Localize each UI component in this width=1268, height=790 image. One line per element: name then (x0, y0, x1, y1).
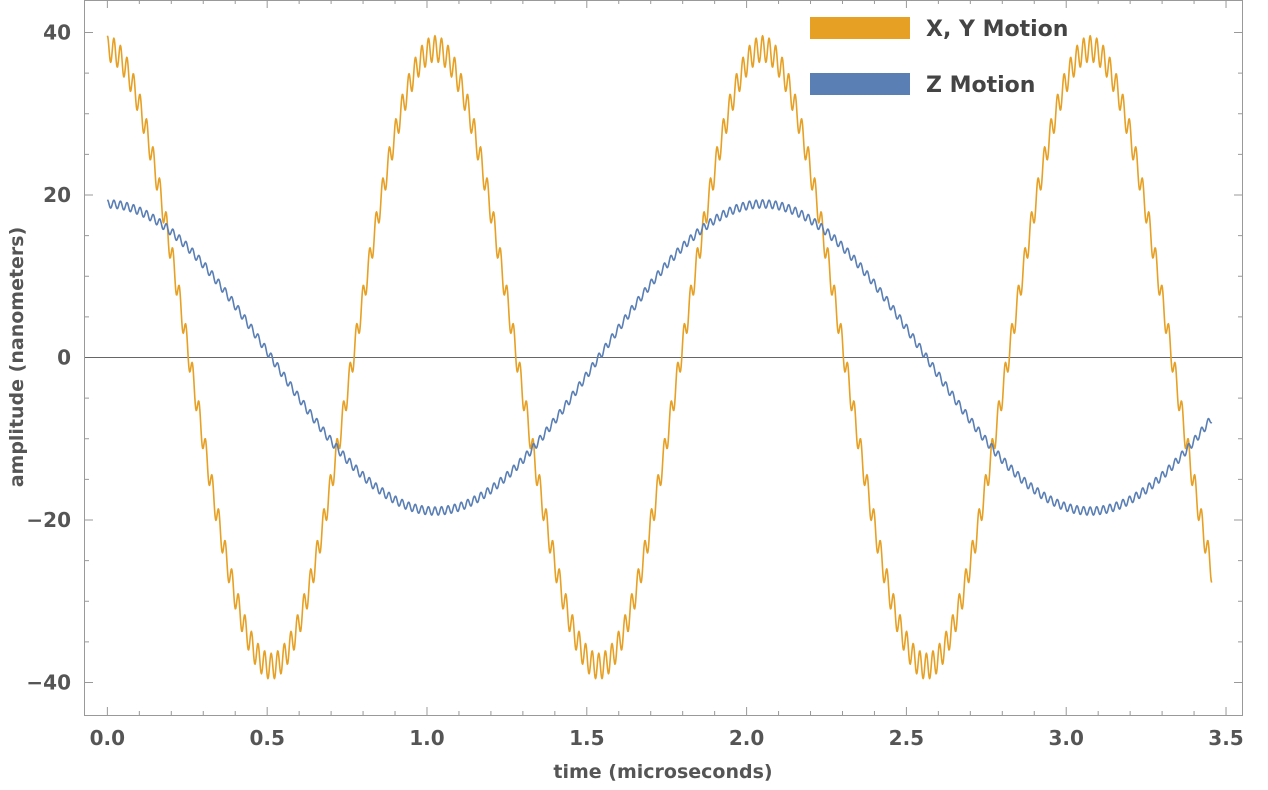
x-tick-label: 1.0 (409, 726, 444, 750)
x-axis-ticks: 0.0 0.5 1.0 1.5 2.0 2.5 3.0 3.5 (90, 0, 1244, 750)
y-axis-title: amplitude (nanometers) (6, 227, 28, 488)
legend-swatch (810, 17, 910, 39)
x-tick-label: 2.5 (889, 726, 924, 750)
y-tick-label: 40 (43, 21, 71, 45)
y-axis-ticks: −40 −20 0 20 40 (26, 21, 1242, 695)
y-tick-label: 0 (57, 346, 71, 370)
x-tick-label: 3.0 (1048, 726, 1083, 750)
plot-frame (84, 0, 1243, 716)
x-tick-label: 0.0 (90, 726, 125, 750)
legend-label: X, Y Motion (926, 17, 1068, 42)
series-layer (106, 34, 1213, 680)
x-tick-label: 2.0 (729, 726, 764, 750)
legend-swatch (810, 73, 910, 95)
y-tick-label: −40 (26, 671, 71, 695)
legend-label: Z Motion (926, 73, 1035, 98)
legend: X, Y Motion Z Motion (810, 17, 1068, 98)
x-axis-title: time (microseconds) (553, 761, 772, 783)
y-tick-label: 20 (43, 183, 71, 207)
y-tick-label: −20 (26, 508, 71, 532)
series-line-xy-motion (106, 34, 1213, 680)
x-tick-label: 0.5 (249, 726, 284, 750)
series-line-z-motion (106, 199, 1213, 516)
x-tick-label: 1.5 (569, 726, 604, 750)
x-tick-label: 3.5 (1208, 726, 1243, 750)
